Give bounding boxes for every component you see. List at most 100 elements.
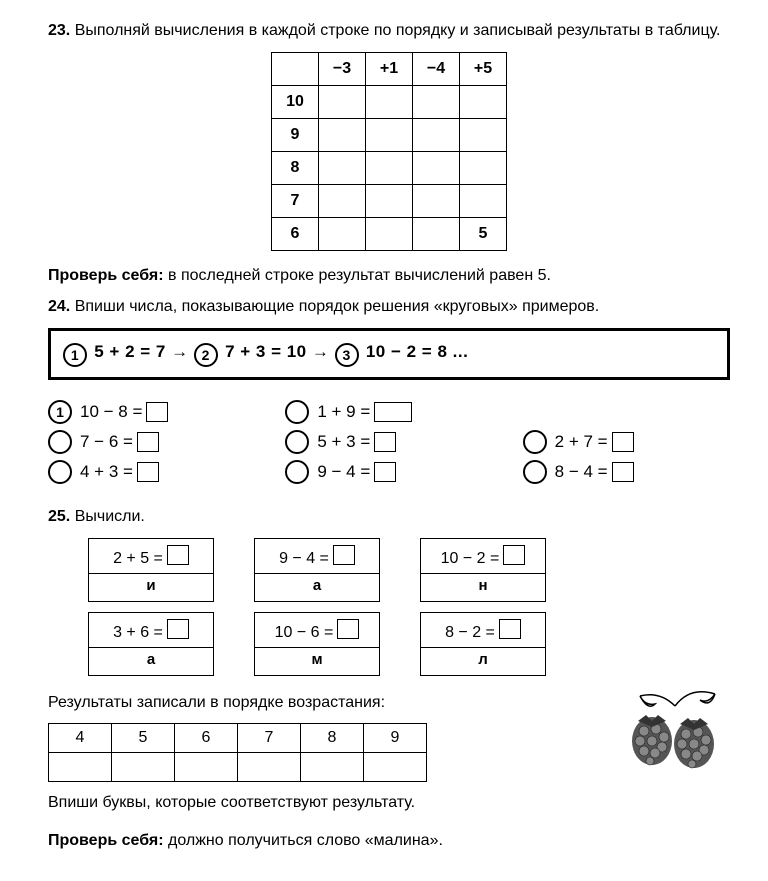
table-cell[interactable] <box>366 184 413 217</box>
empty-circle[interactable] <box>523 430 547 454</box>
answer-box[interactable] <box>167 545 189 565</box>
table-cell[interactable] <box>413 151 460 184</box>
ex24-number: 24. <box>48 298 70 315</box>
expr: 9 − 4 = <box>317 461 370 484</box>
result-cell: 4 <box>49 724 112 753</box>
equation-row: 2 + 7 = <box>523 430 730 454</box>
table-cell[interactable] <box>366 217 413 250</box>
table-cell[interactable] <box>460 85 507 118</box>
expr: 10 − 6 = <box>275 624 334 641</box>
check-label: Проверь себя: <box>48 832 164 849</box>
ex24-example-frame: 1 5 + 2 = 7 → 2 7 + 3 = 10 → 3 10 − 2 = … <box>48 328 730 380</box>
table-cell[interactable] <box>319 184 366 217</box>
table-cell[interactable] <box>366 118 413 151</box>
arrow-icon: → <box>312 342 330 361</box>
ex25-number: 25. <box>48 508 70 525</box>
table-cell[interactable] <box>319 118 366 151</box>
table-cell[interactable] <box>460 118 507 151</box>
table-header <box>272 52 319 85</box>
result-cell[interactable] <box>238 753 301 782</box>
divider <box>89 647 213 648</box>
table-cell: 8 <box>272 151 319 184</box>
empty-circle[interactable] <box>48 460 72 484</box>
ex24-prompt: 24. Впиши числа, показывающие порядок ре… <box>48 296 730 318</box>
answer-box[interactable] <box>612 432 634 452</box>
check-text: должно получиться слово «малина». <box>168 832 443 849</box>
frame-expr: 7 + 3 = 10 <box>225 342 307 361</box>
empty-circle[interactable] <box>285 460 309 484</box>
ex23-text: Выполняй вычисления в каждой строке по п… <box>75 22 721 39</box>
expr: 4 + 3 = <box>80 461 133 484</box>
ex25-results-table: 4 5 6 7 8 9 <box>48 723 427 782</box>
answer-box[interactable] <box>374 462 396 482</box>
ex25-order-text: Результаты записали в порядке возрастани… <box>48 692 604 714</box>
expr: 1 + 9 = <box>317 401 370 424</box>
empty-circle[interactable] <box>285 430 309 454</box>
ex25-check: Проверь себя: должно получиться слово «м… <box>48 830 730 852</box>
result-cell: 9 <box>364 724 427 753</box>
table-cell[interactable] <box>460 184 507 217</box>
answer-box[interactable] <box>137 462 159 482</box>
table-cell[interactable] <box>319 85 366 118</box>
divider <box>421 647 545 648</box>
table-cell[interactable] <box>413 184 460 217</box>
table-cell[interactable] <box>413 217 460 250</box>
result-cell[interactable] <box>49 753 112 782</box>
expr: 10 − 8 = <box>80 401 142 424</box>
letter: л <box>433 650 533 670</box>
expr: 8 − 2 = <box>445 624 495 641</box>
equation-row: 1 10 − 8 = <box>48 400 255 424</box>
expr: 2 + 7 = <box>555 431 608 454</box>
letter: а <box>267 576 367 596</box>
letter: н <box>433 576 533 596</box>
table-cell: 5 <box>460 217 507 250</box>
table-cell[interactable] <box>366 151 413 184</box>
letter: м <box>267 650 367 670</box>
expr: 8 − 4 = <box>555 461 608 484</box>
table-cell[interactable] <box>460 151 507 184</box>
table-cell[interactable] <box>319 217 366 250</box>
answer-box[interactable] <box>374 432 396 452</box>
arrow-icon: → <box>171 342 189 361</box>
empty-circle[interactable] <box>523 460 547 484</box>
answer-box[interactable] <box>167 619 189 639</box>
divider <box>255 573 379 574</box>
result-cell[interactable] <box>301 753 364 782</box>
calc-box: 2 + 5 = и <box>88 538 214 602</box>
answer-box[interactable] <box>337 619 359 639</box>
table-cell[interactable] <box>366 85 413 118</box>
table-cell[interactable] <box>413 85 460 118</box>
answer-box[interactable] <box>499 619 521 639</box>
calc-box: 3 + 6 = а <box>88 612 214 676</box>
calc-box: 8 − 2 = л <box>420 612 546 676</box>
table-header: +5 <box>460 52 507 85</box>
answer-box[interactable] <box>137 432 159 452</box>
ex25-fill-text: Впиши буквы, которые соответствуют резул… <box>48 792 604 814</box>
table-header: −4 <box>413 52 460 85</box>
empty-circle[interactable] <box>48 430 72 454</box>
answer-box[interactable] <box>146 402 168 422</box>
table-cell: 6 <box>272 217 319 250</box>
ex25-title: Вычисли. <box>75 508 145 525</box>
result-cell[interactable] <box>112 753 175 782</box>
result-cell[interactable] <box>175 753 238 782</box>
ex23-check: Проверь себя: в последней строке результ… <box>48 265 730 287</box>
empty-circle[interactable] <box>285 400 309 424</box>
ex25-row1: 2 + 5 = и 9 − 4 = а 10 − 2 = н <box>88 538 730 602</box>
circled-number: 2 <box>194 343 218 367</box>
equation-row: 5 + 3 = <box>285 430 492 454</box>
expr: 3 + 6 = <box>113 624 163 641</box>
ex24-col1: 1 10 − 8 = 7 − 6 = 4 + 3 = <box>48 394 255 490</box>
ex24-columns: 1 10 − 8 = 7 − 6 = 4 + 3 = 1 + 9 = 5 + 3… <box>48 394 730 490</box>
table-cell[interactable] <box>319 151 366 184</box>
table-cell[interactable] <box>413 118 460 151</box>
raspberry-icon <box>620 686 730 793</box>
letter: и <box>101 576 201 596</box>
result-cell: 7 <box>238 724 301 753</box>
ex23-table: −3 +1 −4 +5 10 9 8 7 6 5 <box>271 52 507 251</box>
result-cell[interactable] <box>364 753 427 782</box>
answer-box[interactable] <box>612 462 634 482</box>
answer-box[interactable] <box>333 545 355 565</box>
answer-box[interactable] <box>503 545 525 565</box>
answer-box[interactable] <box>374 402 412 422</box>
